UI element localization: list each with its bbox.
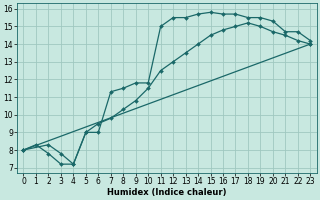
X-axis label: Humidex (Indice chaleur): Humidex (Indice chaleur) (107, 188, 227, 197)
